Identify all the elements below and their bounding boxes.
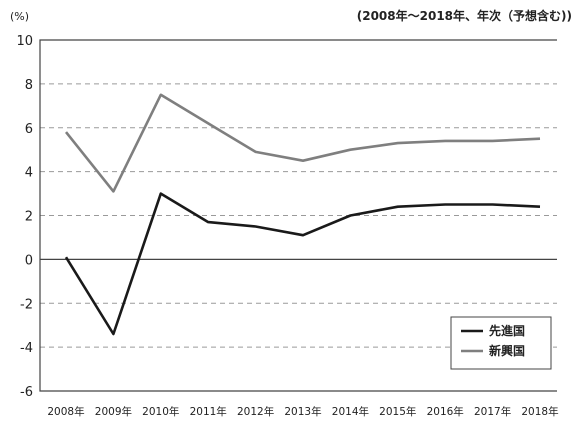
x-tick-label: 2009年: [95, 405, 132, 418]
x-tick-label: 2016年: [427, 405, 464, 418]
x-tick-label: 2011年: [190, 405, 227, 418]
x-tick-label: 2010年: [142, 405, 179, 418]
y-tick-label: 6: [25, 122, 33, 137]
y-tick-label: 0: [25, 253, 33, 268]
x-tick-label: 2008年: [47, 405, 84, 418]
x-tick-label: 2018年: [521, 405, 558, 418]
series-layer: [66, 95, 540, 334]
x-tick-label: 2012年: [237, 405, 274, 418]
y-axis-unit: (%): [10, 10, 29, 23]
series-line-0: [66, 194, 540, 334]
y-tick-label: 2: [25, 210, 33, 225]
legend-label: 先進国: [489, 323, 525, 338]
x-tick-label: 2014年: [332, 405, 369, 418]
chart-period-note: (2008年～2018年、年次（予想含む)): [357, 8, 572, 23]
y-tick-label: -6: [20, 385, 33, 400]
legend-label: 新興国: [489, 343, 525, 358]
y-tick-label: -4: [20, 341, 33, 356]
y-tick-label: -2: [20, 297, 33, 312]
grid-layer: [40, 84, 557, 347]
x-tick-label: 2013年: [284, 405, 321, 418]
x-tick-label: 2015年: [379, 405, 416, 418]
y-tick-label: 4: [25, 166, 33, 181]
y-tick-label: 10: [16, 34, 33, 49]
y-tick-label: 8: [25, 78, 33, 93]
series-line-1: [66, 95, 540, 192]
x-tick-label: 2017年: [474, 405, 511, 418]
